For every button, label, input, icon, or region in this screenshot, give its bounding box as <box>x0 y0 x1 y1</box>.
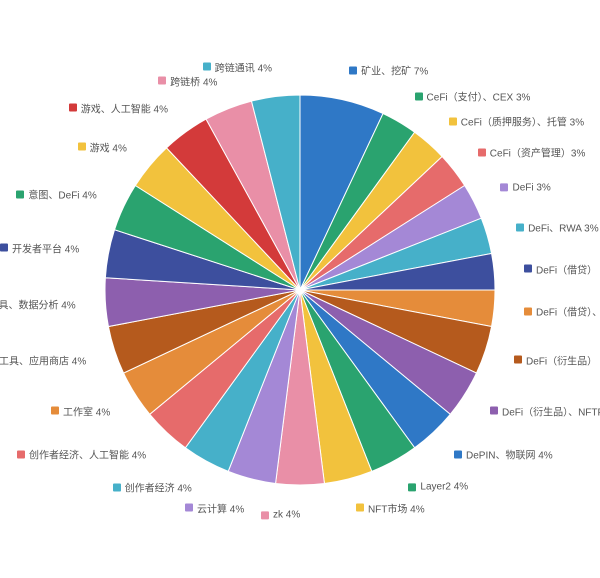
pie-chart: 矿业、挖矿 7%CeFi（支付）、CEX 3%CeFi（质押服务）、托管 3%C… <box>0 0 600 578</box>
pie-svg <box>0 0 600 578</box>
